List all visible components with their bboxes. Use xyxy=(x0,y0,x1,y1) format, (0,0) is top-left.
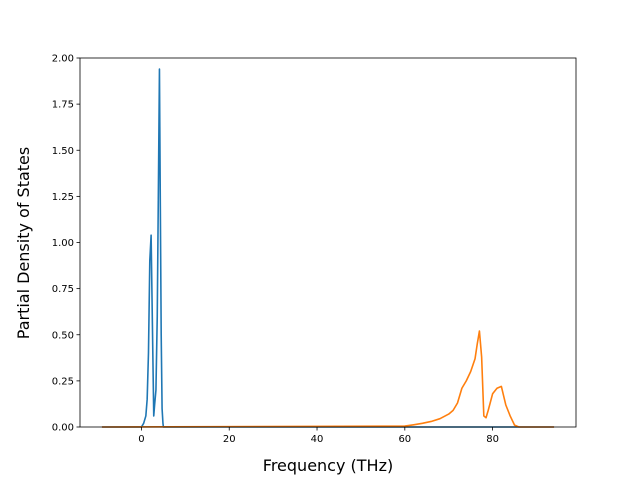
y-tick-label: 1.00 xyxy=(52,238,74,249)
series-layer xyxy=(101,68,555,428)
x-axis-label: Frequency (THz) xyxy=(263,456,393,475)
plot-area-border xyxy=(79,57,577,428)
y-tick-label: 0.75 xyxy=(52,284,74,295)
y-axis: 0.00 0.25 0.50 0.75 1.00 1.25 1.50 1.75 2.00 xyxy=(52,54,80,434)
y-tick-label: 1.25 xyxy=(52,192,74,203)
series-line-1 xyxy=(101,68,555,428)
y-tick-label: 0.00 xyxy=(52,423,74,434)
x-tick-label: 40 xyxy=(311,434,324,445)
y-tick-label: 2.00 xyxy=(52,54,74,65)
y-tick-label: 0.50 xyxy=(52,330,74,341)
y-tick-label: 1.50 xyxy=(52,146,74,157)
x-tick-label: 0 xyxy=(138,434,144,445)
y-axis-label: Partial Density of States xyxy=(14,147,33,339)
x-tick-label: 20 xyxy=(223,434,236,445)
x-tick-label: 80 xyxy=(486,434,499,445)
x-axis: 0 20 40 60 80 xyxy=(138,427,499,445)
y-tick-label: 0.25 xyxy=(52,376,74,387)
x-tick-label: 60 xyxy=(398,434,411,445)
series-line-2 xyxy=(101,330,555,428)
y-tick-label: 1.75 xyxy=(52,100,74,111)
plot-frame xyxy=(79,57,577,428)
